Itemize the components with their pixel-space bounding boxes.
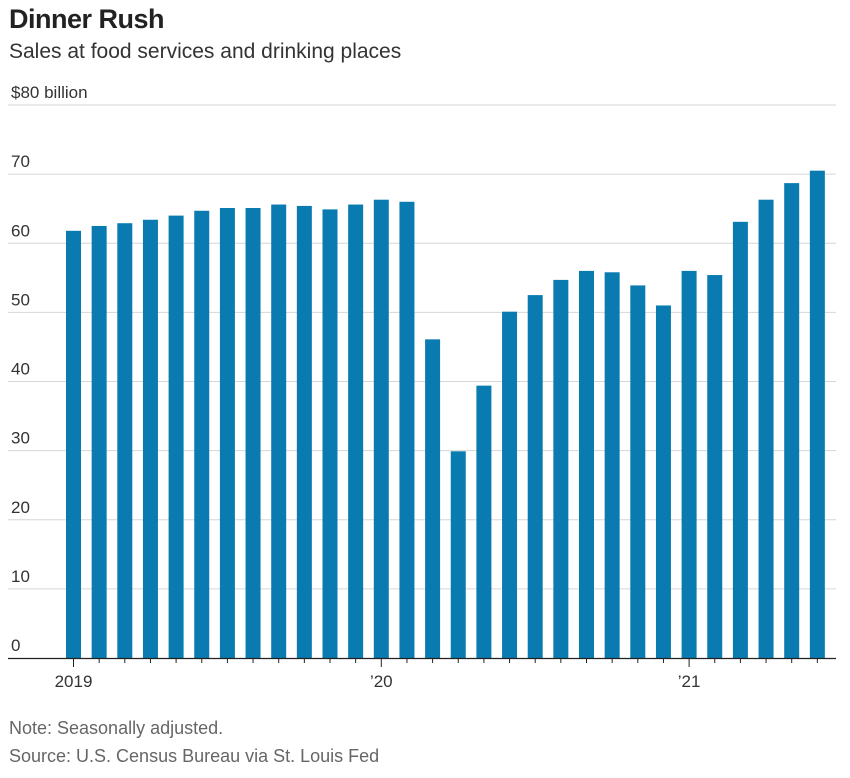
bar <box>604 272 620 658</box>
bar <box>117 223 133 659</box>
bar <box>194 210 210 659</box>
y-tick-label: 10 <box>11 567 30 586</box>
bar <box>348 204 364 659</box>
bar <box>296 205 312 659</box>
bar <box>681 270 697 658</box>
y-tick-label: 60 <box>11 221 30 240</box>
bar <box>450 451 466 658</box>
bar <box>373 199 389 659</box>
bar <box>322 209 338 658</box>
bar <box>91 225 107 658</box>
bar-chart: $80 billion 70 60 50 40 30 20 10 0 2019 ’20 ’21 <box>8 83 836 691</box>
y-tick-label: 30 <box>11 429 30 448</box>
bar <box>219 207 235 658</box>
bar <box>66 230 81 658</box>
bar <box>271 204 287 659</box>
bar <box>732 221 748 659</box>
chart-note: Note: Seasonally adjusted. <box>9 718 224 738</box>
x-axis: 2019 ’20 ’21 <box>8 657 836 691</box>
bar <box>502 311 518 658</box>
y-tick-label: $80 billion <box>11 83 88 102</box>
y-tick-label: 40 <box>11 360 30 379</box>
y-tick-label: 20 <box>11 498 30 517</box>
bar <box>245 207 261 658</box>
bar <box>809 170 825 658</box>
bar <box>655 305 671 658</box>
bar <box>425 339 441 658</box>
chart-title: Dinner Rush <box>9 4 165 34</box>
bar <box>579 270 594 658</box>
chart-subtitle: Sales at food services and drinking plac… <box>9 40 402 63</box>
bars <box>66 170 825 659</box>
y-tick-label: 70 <box>11 152 30 171</box>
bar <box>707 275 723 658</box>
bar <box>784 183 800 658</box>
bar <box>527 295 543 658</box>
bar <box>630 285 646 658</box>
bar <box>142 219 158 658</box>
x-tick-label: ’20 <box>370 672 393 691</box>
chart-source: Source: U.S. Census Bureau via St. Louis… <box>9 746 380 766</box>
bar <box>168 215 184 658</box>
x-tick-label: 2019 <box>55 672 93 691</box>
bar <box>553 279 569 658</box>
bar <box>758 199 774 659</box>
y-tick-label: 0 <box>11 636 20 655</box>
y-tick-label: 50 <box>11 290 30 309</box>
bar <box>399 201 415 658</box>
x-tick-label: ’21 <box>678 672 701 691</box>
bar <box>476 385 492 658</box>
